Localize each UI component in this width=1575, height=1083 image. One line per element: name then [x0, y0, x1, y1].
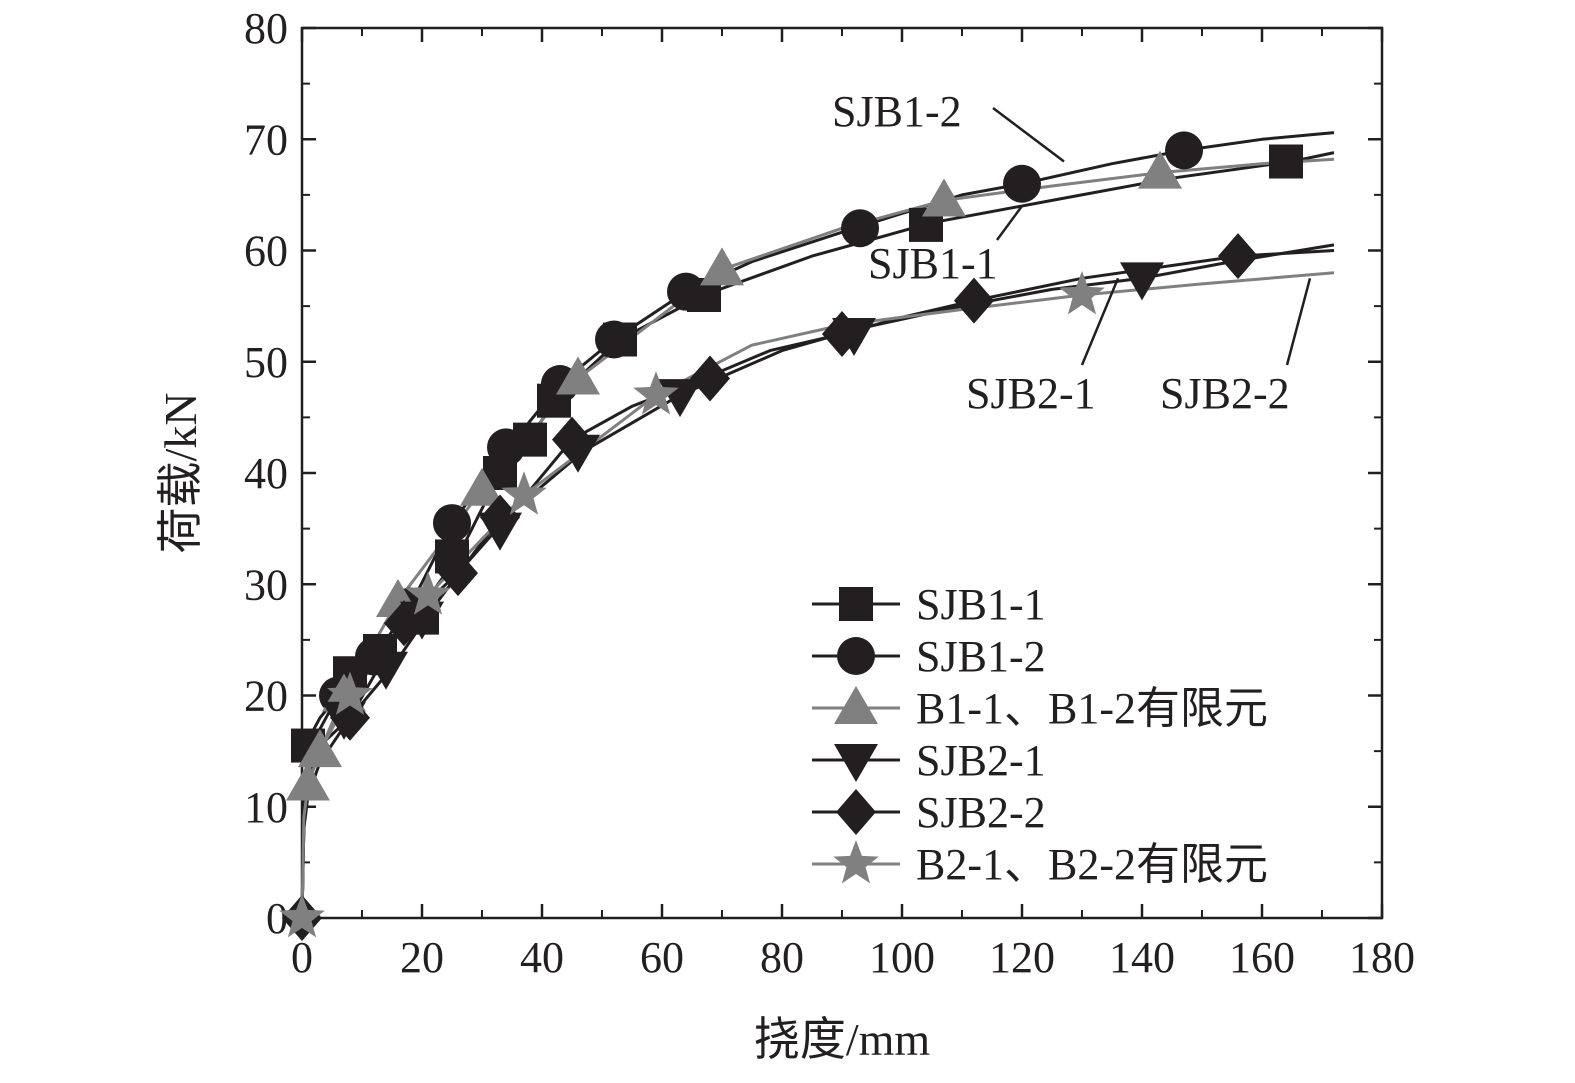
y-tick-label: 40 — [244, 449, 288, 498]
legend-label: SJB2-2 — [916, 788, 1046, 837]
data-point-star — [279, 894, 325, 938]
legend-marker-circle — [837, 637, 875, 675]
annotation-label: SJB2-1 — [966, 369, 1096, 418]
annotation-leader-line — [992, 107, 1065, 163]
data-point-star — [633, 371, 679, 415]
y-tick-label: 0 — [266, 894, 288, 943]
annotation-leader-line — [1285, 277, 1312, 366]
y-tick-label: 30 — [244, 560, 288, 609]
x-tick-label: 60 — [640, 933, 684, 982]
data-point-star — [327, 671, 373, 715]
data-point-circle — [433, 504, 471, 543]
data-point-triangle-down — [364, 651, 408, 690]
series-line-5 — [300, 249, 1335, 919]
data-point-circle — [595, 320, 633, 359]
data-point-star — [1059, 271, 1105, 315]
x-tick-label: 20 — [400, 933, 444, 982]
data-point-circle — [1165, 131, 1203, 170]
x-tick-label: 180 — [1349, 933, 1415, 982]
legend-label: SJB1-2 — [916, 632, 1046, 681]
data-point-circle — [667, 272, 705, 311]
y-tick-label: 80 — [244, 4, 288, 53]
y-axis-title: 荷载/kN — [155, 393, 206, 554]
data-point-triangle-up — [700, 247, 744, 286]
data-point-star — [501, 471, 547, 515]
series-line-2 — [300, 131, 1335, 919]
legend-marker-triangle-down — [834, 744, 878, 782]
series-markers — [279, 131, 1303, 941]
legend-label: B1-1、B1-2有限元 — [916, 684, 1268, 733]
data-point-diamond — [552, 416, 592, 463]
data-point-triangle-down — [1120, 262, 1164, 301]
data-point-diamond — [954, 277, 994, 324]
annotation-leader-line — [1080, 277, 1120, 366]
data-point-diamond — [384, 600, 424, 647]
x-tick-label: 100 — [869, 933, 935, 982]
data-point-diamond — [822, 310, 862, 357]
annotation-label: SJB2-2 — [1160, 369, 1290, 418]
data-point-diamond — [480, 494, 520, 541]
data-point-triangle-up — [1138, 150, 1182, 189]
data-point-diamond — [1218, 233, 1258, 280]
legend-label: SJB1-1 — [916, 580, 1046, 629]
y-tick-label: 50 — [244, 338, 288, 387]
data-point-triangle-up — [286, 762, 330, 801]
data-point-star — [405, 571, 451, 615]
data-point-triangle-up — [922, 178, 966, 217]
y-tick-label: 10 — [244, 783, 288, 832]
annotation-leader-line — [995, 205, 1024, 241]
x-axis-title: 挠度/mm — [754, 1014, 931, 1065]
legend-label: SJB2-1 — [916, 736, 1046, 785]
x-tick-label: 0 — [291, 933, 313, 982]
data-point-square — [1269, 144, 1303, 179]
axes: 0 20 40 60 80 100 120 140 160 180 0 10 20 30 40 50 60 70 8… — [244, 4, 1415, 982]
legend-marker-diamond — [836, 789, 876, 835]
data-point-diamond — [690, 355, 730, 402]
data-point-circle — [841, 209, 879, 248]
x-tick-label: 140 — [1109, 933, 1175, 982]
data-point-circle — [487, 428, 525, 467]
legend-label: B2-1、B2-2有限元 — [916, 840, 1268, 889]
data-point-diamond — [438, 550, 478, 597]
x-tick-label: 160 — [1229, 933, 1295, 982]
x-tick-label: 40 — [520, 933, 564, 982]
legend-marker-star — [833, 840, 879, 884]
y-tick-label: 20 — [244, 672, 288, 721]
legend-marker-square — [839, 587, 873, 621]
y-tick-label: 70 — [244, 115, 288, 164]
data-point-triangle-up — [460, 467, 504, 506]
plot-frame — [300, 26, 1384, 920]
annotation-label: SJB1-1 — [868, 239, 998, 288]
data-point-triangle-up — [556, 356, 600, 395]
data-point-triangle-up — [298, 729, 342, 768]
annotations: SJB1-2 SJB1-1 SJB2-1 SJB2-2 — [832, 87, 1312, 418]
x-tick-label: 120 — [989, 933, 1055, 982]
legend-marker-triangle-up — [834, 686, 878, 724]
annotation-label: SJB1-2 — [832, 87, 962, 136]
legend: SJB1-1SJB1-2B1-1、B1-2有限元SJB2-1SJB2-2B2-1… — [812, 580, 1268, 889]
y-tick-label: 60 — [244, 227, 288, 276]
x-tick-label: 80 — [760, 933, 804, 982]
data-point-circle — [1003, 164, 1041, 203]
